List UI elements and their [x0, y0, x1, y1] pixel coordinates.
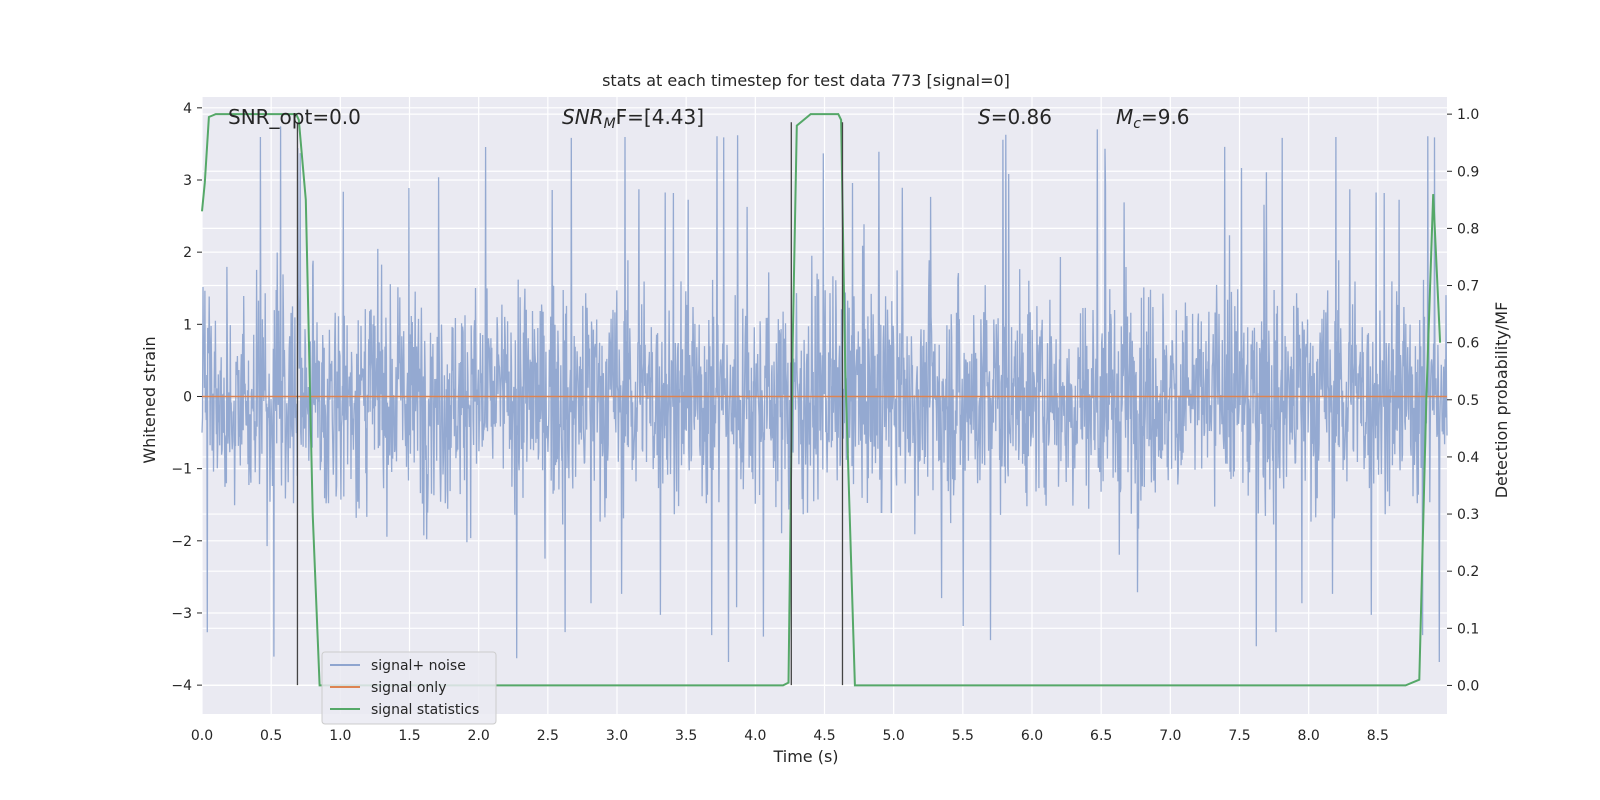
x-tick-label: 8.5: [1367, 728, 1389, 744]
x-tick-label: 7.5: [1228, 728, 1250, 744]
legend-label-signal-only: signal only: [371, 680, 446, 696]
grid-lines: [201, 97, 1447, 714]
legend-box: [321, 651, 497, 725]
snr-mf-annotation: SNRMF=[4.43]: [562, 105, 704, 132]
x-tick-label: 3.5: [675, 728, 697, 744]
signal-statistics-series: [201, 113, 1442, 687]
x-axis-label: Time (s): [772, 747, 838, 766]
y-left-axis-ticks: −4 −3 −2 −1 0 1 2 3 4: [171, 101, 202, 694]
x-tick-label: 1.5: [398, 728, 420, 744]
mc-sub: c: [1133, 116, 1141, 132]
mc-value: =9.6: [1141, 105, 1190, 129]
y-right-axis-ticks: 0.0 0.1 0.2 0.3 0.4 0.5 0.6 0.7 0.8 0.9 1.0: [1447, 107, 1479, 694]
x-tick-label: 6.5: [1090, 728, 1112, 744]
legend-label-statistics: signal statistics: [371, 702, 479, 718]
y-right-tick-label: 0.4: [1457, 450, 1479, 466]
signal-noise-line: [201, 126, 1448, 663]
y-right-tick-label: 0.8: [1457, 221, 1479, 237]
y-right-tick-label: 0.1: [1457, 621, 1479, 637]
signal-statistics-line: [201, 113, 1442, 687]
y-right-tick-label: 0.5: [1457, 393, 1479, 409]
detection-vlines: [296, 122, 844, 686]
y-left-tick-label: −2: [171, 534, 192, 550]
y-right-axis-label: Detection probability/MF: [1492, 302, 1511, 499]
y-left-tick-label: 2: [183, 245, 192, 261]
y-right-tick-label: 0.3: [1457, 507, 1479, 523]
x-tick-label: 0.0: [191, 728, 213, 744]
x-tick-label: 5.0: [883, 728, 905, 744]
x-tick-label: 7.0: [1159, 728, 1181, 744]
y-right-tick-label: 0.9: [1457, 164, 1479, 180]
chart-title: stats at each timestep for test data 773…: [602, 71, 1010, 90]
y-left-tick-label: 0: [183, 389, 192, 405]
x-axis-ticks: 0.0 0.5 1.0 1.5 2.0 2.5 3.0 3.5 4.0 4.5 5.0 5.5 6.0 6…: [191, 728, 1389, 744]
x-tick-label: 3.0: [606, 728, 628, 744]
x-tick-label: 4.5: [813, 728, 835, 744]
x-tick-label: 2.5: [537, 728, 559, 744]
x-tick-label: 0.5: [260, 728, 282, 744]
x-tick-label: 6.0: [1021, 728, 1043, 744]
y-left-tick-label: −3: [171, 606, 192, 622]
y-left-tick-label: 3: [183, 173, 192, 189]
y-right-tick-label: 1.0: [1457, 107, 1479, 123]
snr-mf-prefix: SNR: [562, 105, 604, 129]
y-left-axis-label: Whitened strain: [140, 336, 159, 463]
y-left-tick-label: −1: [171, 462, 192, 478]
x-tick-label: 1.0: [329, 728, 351, 744]
y-right-tick-label: 0.6: [1457, 336, 1479, 352]
y-left-tick-label: 4: [183, 101, 192, 117]
snr-mf-suffix: F=[4.43]: [616, 105, 704, 129]
legend: signal+ noise signal only signal statist…: [321, 651, 497, 725]
legend-label-noise: signal+ noise: [371, 658, 466, 674]
snr-opt-annotation: SNR_opt=0.0: [228, 105, 361, 129]
y-right-tick-label: 0.7: [1457, 279, 1479, 295]
s-value: =0.86: [991, 105, 1052, 129]
snr-mf-sub: M: [604, 116, 616, 132]
y-right-tick-label: 0.0: [1457, 678, 1479, 694]
y-left-tick-label: −4: [171, 678, 192, 694]
mc-prefix: M: [1116, 105, 1133, 129]
x-tick-label: 2.0: [468, 728, 490, 744]
x-tick-label: 8.0: [1298, 728, 1320, 744]
x-tick-label: 5.5: [952, 728, 974, 744]
s-prefix: S: [978, 105, 991, 129]
y-right-tick-label: 0.2: [1457, 564, 1479, 580]
mc-annotation: Mc=9.6: [1116, 105, 1190, 132]
y-left-tick-label: 1: [183, 317, 192, 333]
x-tick-label: 4.0: [744, 728, 766, 744]
signal-noise-series: [201, 126, 1448, 663]
s-annotation: S=0.86: [978, 105, 1052, 129]
